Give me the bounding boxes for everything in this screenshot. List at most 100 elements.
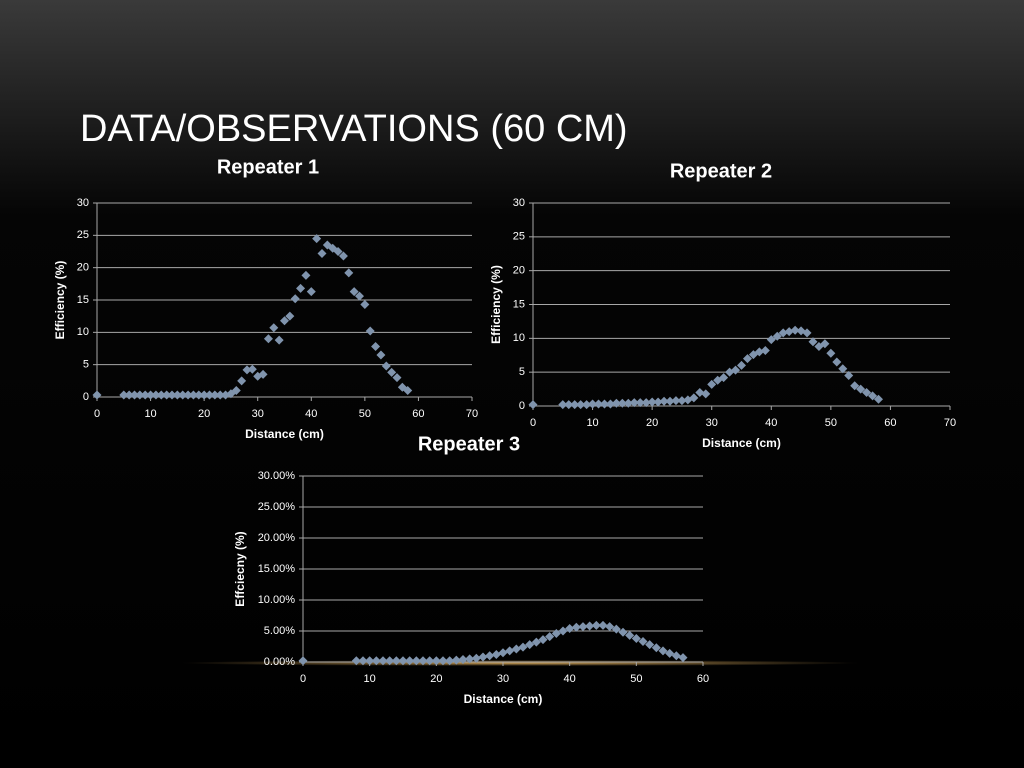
marker — [564, 400, 574, 410]
x-tick-label: 0 — [530, 417, 536, 429]
marker — [451, 655, 461, 665]
marker — [371, 342, 381, 352]
y-axis-label: Efficiency (%) — [53, 261, 67, 340]
marker — [531, 637, 541, 647]
marker — [772, 331, 782, 341]
marker — [130, 390, 139, 400]
marker — [599, 399, 609, 409]
marker — [647, 397, 657, 407]
marker — [258, 369, 268, 379]
x-tick-label: 30 — [252, 408, 264, 420]
marker — [465, 654, 475, 664]
marker — [172, 390, 182, 400]
marker — [135, 390, 145, 400]
marker — [545, 632, 555, 642]
marker — [371, 656, 381, 666]
y-axis-label: Efficiency (%) — [489, 265, 503, 344]
y-tick-label: 25.00% — [258, 501, 296, 513]
marker — [551, 628, 561, 638]
marker — [678, 653, 688, 663]
marker — [598, 620, 608, 630]
y-tick-label: 5 — [519, 366, 525, 378]
marker — [760, 346, 770, 356]
y-tick-label: 20 — [513, 265, 525, 277]
x-tick-label: 60 — [412, 408, 424, 420]
marker — [737, 360, 746, 370]
marker — [392, 373, 402, 383]
x-tick-label: 30 — [497, 673, 509, 685]
x-tick-label: 50 — [630, 673, 642, 685]
marker — [237, 376, 247, 386]
marker — [360, 300, 370, 310]
marker — [210, 390, 220, 400]
marker — [387, 367, 397, 377]
x-tick-label: 50 — [825, 417, 837, 429]
marker — [242, 365, 252, 375]
marker — [344, 268, 354, 278]
marker — [618, 627, 628, 637]
marker — [588, 399, 598, 409]
marker — [280, 316, 289, 326]
marker — [754, 347, 764, 357]
marker — [538, 635, 548, 645]
marker — [558, 626, 568, 636]
marker — [317, 248, 327, 258]
marker — [215, 390, 225, 400]
x-axis-label: Distance (cm) — [702, 436, 781, 450]
marker — [635, 398, 645, 408]
marker — [151, 390, 161, 400]
y-tick-label: 0 — [83, 391, 89, 403]
y-tick-label: 10.00% — [258, 594, 296, 606]
marker — [124, 390, 134, 400]
marker — [778, 328, 788, 338]
marker — [445, 656, 455, 666]
marker — [558, 400, 568, 410]
marker — [333, 247, 343, 256]
marker — [742, 354, 752, 364]
marker — [585, 621, 595, 631]
marker — [665, 396, 675, 406]
marker — [820, 339, 830, 349]
marker — [162, 390, 172, 400]
marker — [790, 325, 800, 335]
marker — [874, 394, 884, 404]
marker — [231, 386, 241, 396]
marker — [605, 399, 615, 409]
y-tick-label: 15.00% — [258, 563, 296, 575]
marker — [418, 656, 428, 666]
y-tick-label: 25 — [77, 229, 89, 241]
x-axis-label: Distance (cm) — [245, 427, 324, 441]
marker — [290, 294, 300, 304]
marker — [119, 390, 129, 400]
marker — [695, 387, 705, 397]
marker — [269, 323, 279, 333]
marker — [458, 655, 468, 665]
y-tick-label: 15 — [77, 294, 89, 306]
y-tick-label: 0.00% — [264, 656, 295, 668]
marker — [629, 398, 639, 408]
marker — [784, 327, 794, 337]
marker — [355, 291, 364, 301]
marker — [518, 642, 528, 652]
marker — [205, 390, 214, 400]
marker — [611, 398, 621, 408]
x-tick-label: 50 — [359, 408, 371, 420]
marker — [365, 326, 375, 336]
x-tick-label: 70 — [944, 417, 956, 429]
marker — [391, 656, 401, 666]
x-tick-label: 10 — [144, 408, 156, 420]
marker — [365, 656, 375, 666]
marker — [707, 379, 717, 389]
marker — [498, 648, 508, 658]
marker — [306, 287, 316, 297]
marker — [505, 646, 515, 656]
marker — [651, 643, 661, 653]
marker — [617, 398, 627, 408]
marker — [808, 337, 818, 347]
x-tick-label: 20 — [646, 417, 658, 429]
marker — [385, 656, 395, 666]
marker — [625, 630, 635, 640]
marker — [178, 390, 188, 400]
marker — [485, 651, 495, 661]
marker — [671, 396, 681, 406]
